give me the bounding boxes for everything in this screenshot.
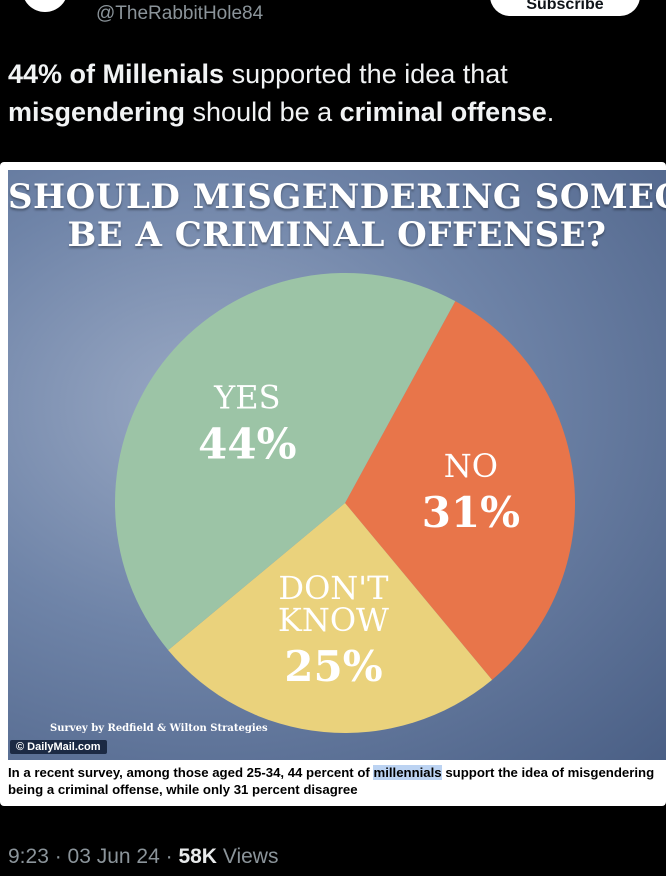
slice-value-2: 44%	[198, 420, 296, 469]
slice-label-1-0: DON'T	[278, 569, 389, 607]
slice-label-1-1: KNOW	[278, 601, 389, 639]
tweet-media-image[interactable]: SHOULD MISGENDERING SOMEONE BE A CRIMINA…	[0, 162, 666, 806]
subscribe-label: Subscribe	[526, 0, 604, 13]
slice-label-2-0: YES	[213, 379, 280, 417]
dailymail-logo: © DailyMail.com	[10, 740, 107, 754]
tweet-text: 44% of Millenials supported the idea tha…	[8, 55, 648, 131]
slice-value-1: 25%	[284, 642, 382, 691]
chart-panel: SHOULD MISGENDERING SOMEONE BE A CRIMINA…	[8, 170, 666, 760]
caption-highlight: millennials	[373, 765, 442, 780]
tweet-bold-5: criminal offense	[339, 97, 547, 127]
pie-slice-no	[345, 301, 575, 680]
chart-title-line-1: SHOULD MISGENDERING SOMEONE	[8, 177, 666, 217]
survey-source-note: Survey by Redfield & Wilton Strategies	[50, 723, 268, 734]
pie-slice-yes	[115, 273, 456, 651]
subscribe-button[interactable]: Subscribe	[490, 0, 640, 16]
avatar[interactable]	[22, 0, 68, 12]
chart-title: SHOULD MISGENDERING SOMEONE BE A CRIMINA…	[8, 178, 666, 254]
tweet-bold-3: misgendering	[8, 97, 186, 127]
views-label: Views	[216, 845, 279, 868]
tweet-bold-1: 44% of Millenials	[8, 59, 225, 89]
caption-text-end: support the idea of misgendering being a…	[8, 765, 655, 797]
timestamp-time: 9:23 · 03 Jun 24 ·	[8, 845, 179, 868]
caption-text-start: In a recent survey, among those aged 25-…	[8, 765, 374, 780]
slice-value-0: 31%	[422, 488, 520, 537]
tweet-text-2: supported the idea that	[224, 59, 508, 89]
views-count: 58K	[178, 845, 217, 868]
slice-label-0-0: NO	[444, 447, 498, 485]
pie-slice-dont	[168, 503, 493, 733]
tweet-text-4: should be a	[185, 97, 340, 127]
tweet-text-6: .	[546, 97, 555, 127]
image-caption: In a recent survey, among those aged 25-…	[8, 764, 658, 798]
user-handle[interactable]: @TheRabbitHole84	[96, 3, 264, 24]
chart-title-line-2: BE A CRIMINAL OFFENSE?	[67, 215, 607, 255]
tweet-timestamp[interactable]: 9:23 · 03 Jun 24 · 58K Views	[8, 845, 278, 869]
